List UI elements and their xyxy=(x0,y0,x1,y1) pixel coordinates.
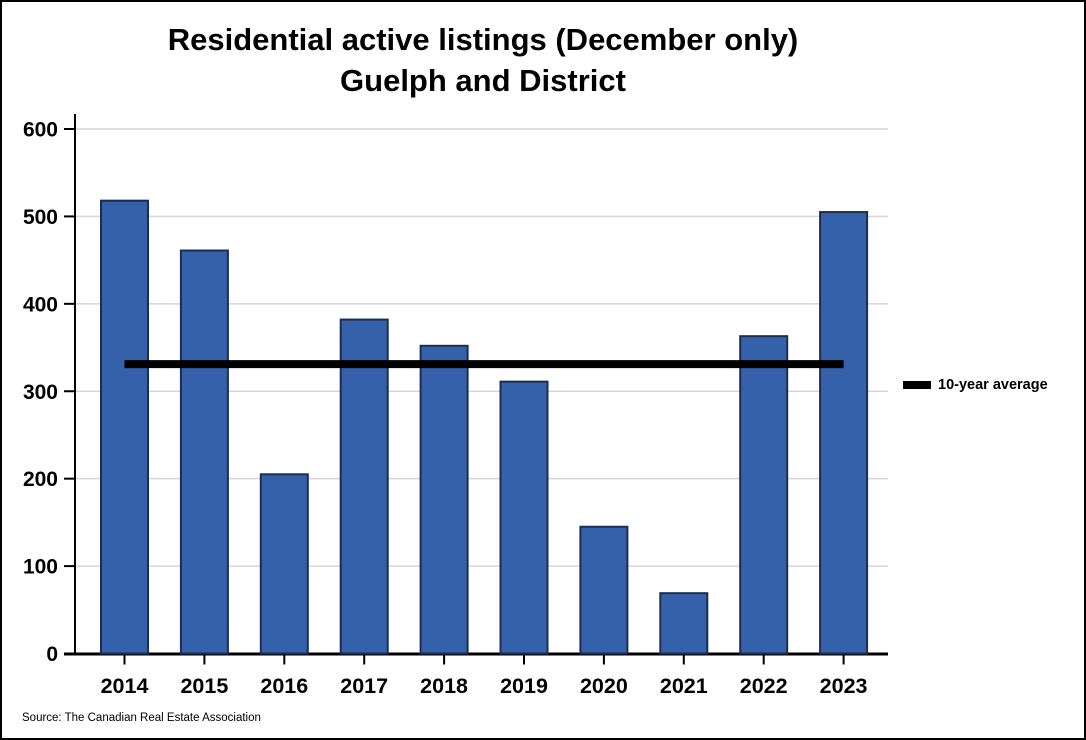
average-line-swatch-icon xyxy=(903,381,931,389)
chart-title-line1: Residential active listings (December on… xyxy=(167,22,799,57)
x-tick-label-2020: 2020 xyxy=(580,674,628,698)
source-note: Source: The Canadian Real Estate Associa… xyxy=(22,712,261,724)
bar-2021 xyxy=(659,592,709,655)
x-tick-label-2023: 2023 xyxy=(820,674,868,698)
bar-2014 xyxy=(100,199,149,655)
bar-2015 xyxy=(179,249,229,655)
bar-2018 xyxy=(419,344,469,655)
y-tick-label-100: 100 xyxy=(23,556,58,579)
y-tick-label-500: 500 xyxy=(23,206,58,229)
legend: 10-year average xyxy=(903,375,1048,395)
x-tick-label-2019: 2019 xyxy=(500,674,548,698)
chart-title: Residential active listings (December on… xyxy=(2,19,964,101)
x-tick-label-2022: 2022 xyxy=(740,674,788,698)
chart-title-line2: Guelph and District xyxy=(340,63,626,98)
bar-2017 xyxy=(339,318,389,655)
x-tick-label-2016: 2016 xyxy=(260,674,308,698)
y-tick-label-600: 600 xyxy=(23,119,58,142)
y-tick-label-300: 300 xyxy=(23,381,58,404)
y-tick-label-0: 0 xyxy=(46,643,58,666)
x-tick-label-2021: 2021 xyxy=(660,674,708,698)
legend-label: 10-year average xyxy=(938,377,1048,393)
bar-2022 xyxy=(739,335,789,655)
x-tick-label-2015: 2015 xyxy=(180,674,228,698)
bar-2019 xyxy=(499,380,549,655)
bar-2016 xyxy=(259,473,309,655)
x-tick-label-2014: 2014 xyxy=(101,674,149,698)
bar-2023 xyxy=(819,211,869,655)
bar-2020 xyxy=(579,525,629,655)
x-tick-label-2017: 2017 xyxy=(340,674,388,698)
y-tick-label-400: 400 xyxy=(23,293,58,316)
x-tick-label-2018: 2018 xyxy=(420,674,468,698)
y-tick-label-200: 200 xyxy=(23,468,58,491)
